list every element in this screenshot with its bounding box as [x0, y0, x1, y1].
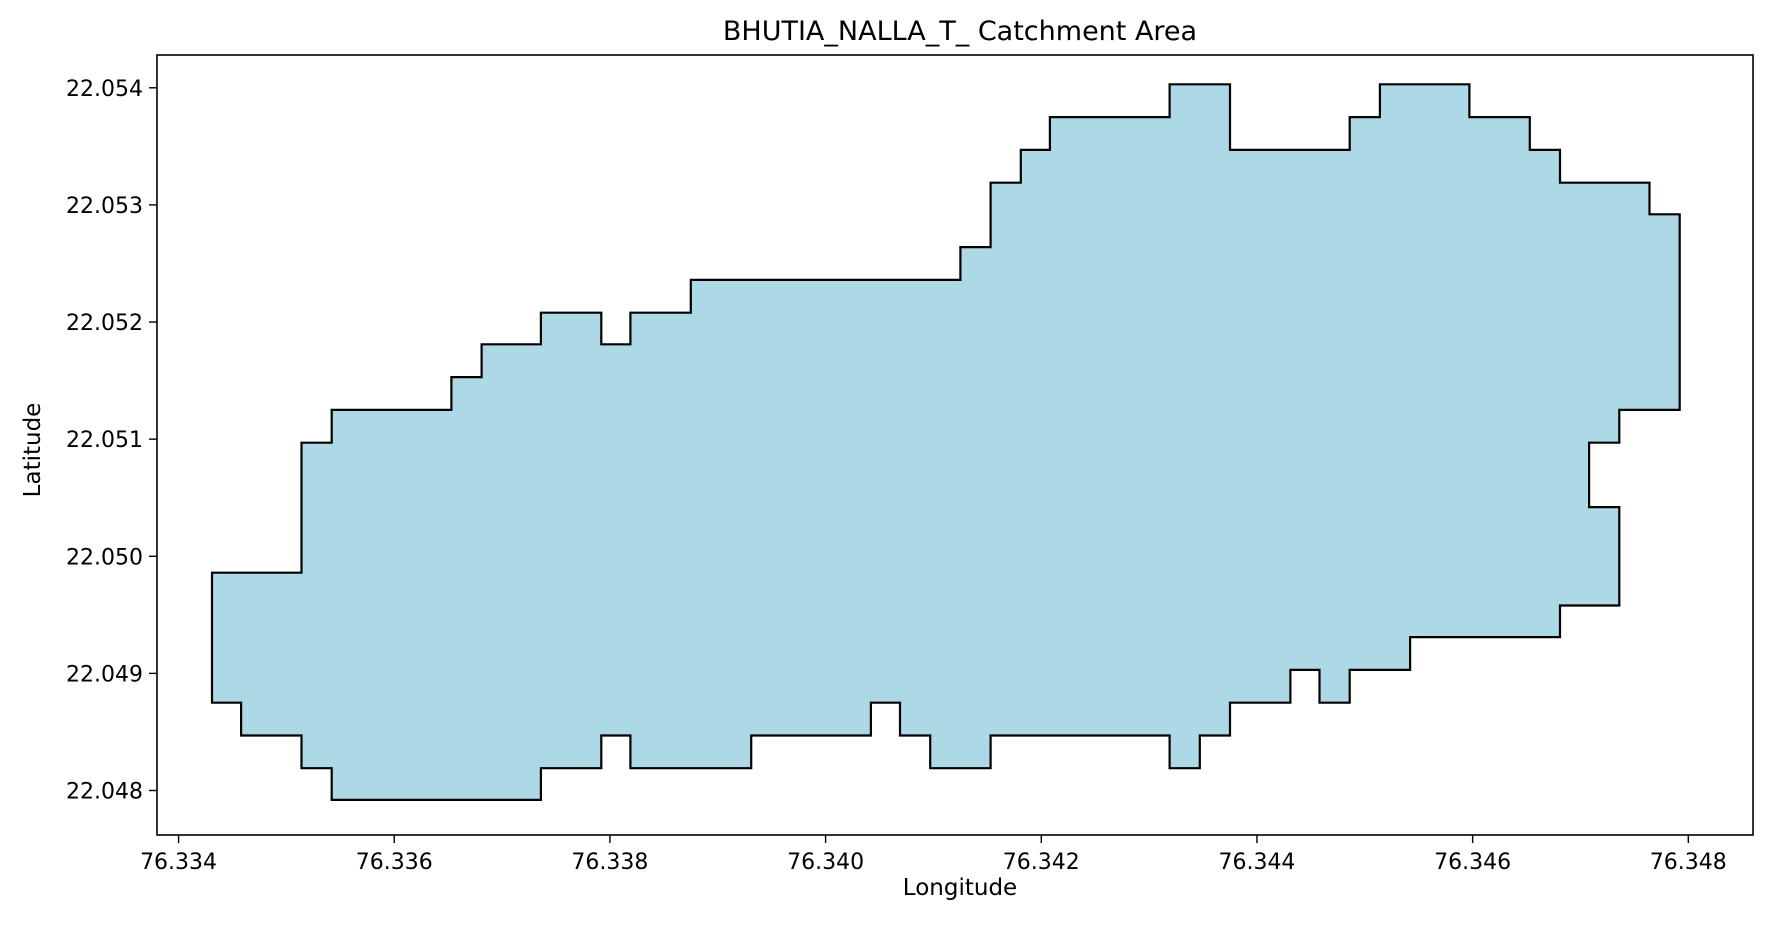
x-tick-label: 76.340 — [787, 850, 864, 875]
y-tick-label: 22.054 — [66, 77, 143, 102]
x-tick-label: 76.342 — [1003, 850, 1080, 875]
y-axis-ticks: 22.048 22.049 22.050 22.051 22.052 22.053 22.0… — [66, 77, 157, 804]
y-tick-label: 22.053 — [66, 194, 143, 219]
x-axis-ticks: 76.334 76.336 76.338 76.340 76.342 76.344 76.3… — [140, 835, 1727, 875]
catchment-area-polygon — [210, 83, 1681, 801]
axes-frame — [156, 54, 1754, 836]
x-tick-label: 76.336 — [356, 850, 433, 875]
y-tick-label: 22.049 — [66, 662, 143, 687]
y-tick-label: 22.050 — [66, 545, 143, 570]
x-tick-label: 76.346 — [1434, 850, 1511, 875]
x-tick-label: 76.334 — [140, 850, 217, 875]
chart-title: BHUTIA_NALLA_T_ Catchment Area — [723, 16, 1197, 47]
plot-area — [156, 54, 1754, 836]
x-tick-label: 76.344 — [1218, 850, 1295, 875]
y-tick-label: 22.051 — [66, 428, 143, 453]
y-axis-label: Latitude — [20, 403, 46, 498]
x-tick-label: 76.348 — [1650, 850, 1727, 875]
x-axis-label: Longitude — [903, 875, 1017, 901]
x-tick-label: 76.338 — [571, 850, 648, 875]
y-tick-label: 22.052 — [66, 311, 143, 336]
y-tick-label: 22.048 — [66, 779, 143, 804]
